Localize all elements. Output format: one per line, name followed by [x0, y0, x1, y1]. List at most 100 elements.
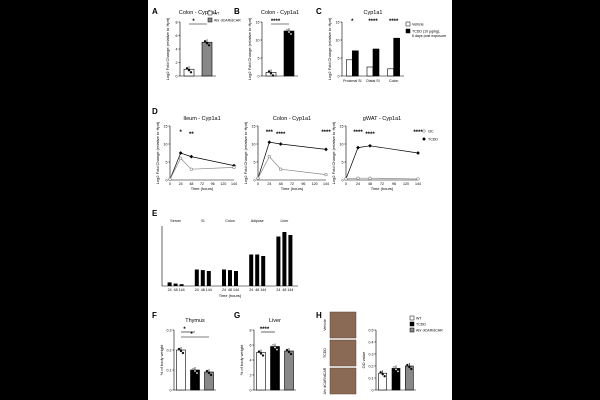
- chart-h-point: [396, 370, 400, 373]
- chart-d3-legend-marker: [422, 137, 426, 141]
- chart-g-point: [275, 348, 279, 351]
- chart-b-title: Colon - Cyp1a1: [261, 10, 299, 16]
- chart-f-ylabel: % of body weight: [159, 344, 164, 375]
- chart-c-bar: [366, 66, 374, 77]
- chart-c-x-label: Distal SI: [366, 79, 379, 83]
- chart-c-legend-label: Vehicle: [412, 23, 424, 27]
- chart-h-ylabel: OD value: [361, 351, 366, 368]
- chart-e-x-tick-label: 48: [255, 288, 259, 292]
- chart-h-y-tick-label: 0: [372, 388, 374, 392]
- chart-d1-x-tick-label: 0: [169, 182, 171, 186]
- figure-page: A B C D E F G H 0 2 4 6 8 Colon - Cyp1a1 Log2 Fold Cha…: [148, 0, 452, 400]
- chart-h-y-tick-label: 0.5: [369, 328, 374, 332]
- chart-d2-point: [279, 167, 283, 171]
- chart-f-point: [191, 367, 195, 371]
- chart-d1-point: [189, 167, 193, 171]
- chart-c-x-label: Colon: [389, 79, 398, 83]
- chart-e-x-tick-label: 24: [222, 288, 226, 292]
- chart-d3-x-tick-label: 48: [368, 182, 372, 186]
- chart-d1-x-tick-label: 72: [200, 182, 204, 186]
- chart-d1-point: [189, 154, 194, 159]
- chart-d3-point: [368, 143, 372, 148]
- chart-e-x-tick-label: 144: [206, 288, 212, 292]
- chart-d2-sig-label: ****: [276, 132, 286, 138]
- chart-b-sig-label: ****: [271, 19, 281, 25]
- chart-a-point: [187, 69, 191, 72]
- chart-h-y-tick-label: 0.3: [369, 352, 374, 356]
- chart-b-point: [271, 74, 275, 77]
- chart-d3-sig-label: ****: [365, 132, 375, 138]
- chart-h-image-label: Ahr dCAR/dCAR: [323, 367, 327, 394]
- chart-c-bar: [346, 59, 353, 77]
- chart-d1-series-line: [169, 157, 235, 180]
- chart-d2-series-line: [257, 155, 327, 179]
- chart-a-y-tick-label: 4: [176, 47, 178, 51]
- chart-e-bar: [228, 270, 232, 286]
- chart-d1-series-line: [169, 152, 235, 180]
- chart-a-point: [203, 40, 207, 43]
- chart-d2-series-line: [257, 141, 327, 179]
- chart-d1-title: Ileum - Cyp1a1: [183, 116, 220, 122]
- chart-e-x-tick-label: 48: [174, 288, 178, 292]
- chart-d3-x-tick-label: 96: [392, 182, 396, 186]
- chart-e-bar: [179, 284, 184, 286]
- chart-b-point: [287, 30, 291, 34]
- chart-d1-point: [232, 165, 236, 169]
- chart-b-ylabel: Log2 Fold Change (relative to Hprt): [247, 17, 252, 80]
- chart-a-point: [189, 71, 193, 74]
- chart-e-bar: [222, 269, 226, 286]
- chart-b-point: [267, 70, 271, 73]
- chart-c-bar: [393, 37, 400, 77]
- chart-h-y-tick-label: 0.1: [369, 376, 374, 380]
- chart-d2-xlabel: Time (hours): [281, 186, 304, 191]
- chart-f-sig-label: *: [183, 327, 186, 333]
- chart-g-y-tick-label: 2: [250, 373, 252, 377]
- chart-h-legend-label: Ahr dCAR/dCAR: [416, 329, 443, 333]
- chart-d1-ylabel: Log2 Fold Change (relative to Hprt): [155, 121, 160, 184]
- chart-e-x-tick-label: 24: [249, 288, 253, 292]
- chart-e-bar: [288, 235, 293, 286]
- chart-g-bar: [270, 346, 280, 391]
- chart-f-bar: [204, 371, 214, 391]
- chart-d3-point: [368, 176, 372, 180]
- chart-f-point: [207, 371, 211, 375]
- chart-d1-y-tick-label: 0: [166, 178, 168, 182]
- chart-d3-x-tick-label: 72: [380, 182, 384, 186]
- chart-a-legend-swatch: [207, 10, 213, 16]
- chart-d3-series-line: [345, 177, 419, 180]
- chart-d2-x-tick-label: 120: [312, 182, 318, 186]
- chart-b-point: [269, 72, 273, 75]
- chart-g-y-tick-label: 6: [250, 343, 252, 347]
- chart-e-group-label: Serum: [170, 219, 181, 223]
- chart-g-y-tick-label: 4: [250, 358, 252, 362]
- chart-d3-point: [344, 177, 348, 181]
- chart-g-point: [259, 352, 263, 355]
- panel-label-c: C: [316, 7, 322, 16]
- chart-d2-y-tick-label: 15: [252, 124, 256, 128]
- chart-h-image-label: TCDD: [323, 348, 327, 358]
- chart-d3-series-line: [345, 145, 419, 180]
- chart-f-y-tick-label: 0: [170, 388, 172, 392]
- chart-d3-y-tick-label: 5: [342, 160, 344, 164]
- chart-c-legend-label: TCDD (10 μg/kg),: [412, 30, 440, 34]
- chart-e-bar: [194, 269, 199, 286]
- chart-e-group-label: Adipose: [251, 219, 264, 223]
- chart-f-point: [209, 373, 213, 377]
- chart-e-bar: [167, 282, 172, 286]
- chart-d2-sig-label: ****: [321, 130, 331, 136]
- panel-label-g: G: [234, 311, 240, 320]
- chart-d2-point: [267, 140, 272, 145]
- chart-c-bar: [352, 50, 359, 77]
- chart-e-bar: [234, 271, 238, 286]
- chart-d2-y-tick-label: 10: [252, 142, 256, 146]
- chart-f-y-tick-label: 0.2: [167, 348, 172, 352]
- chart-c-title: Cyp1a1: [364, 10, 383, 16]
- chart-h-image-label: Vehicle: [323, 319, 327, 331]
- chart-h-point: [408, 365, 411, 369]
- chart-e-x-tick-label: 144: [233, 288, 239, 292]
- chart-d3-point: [416, 177, 420, 181]
- chart-f-point: [193, 369, 197, 373]
- chart-g-point: [271, 344, 275, 347]
- chart-c-legend-note: 6 days post exposure: [412, 34, 446, 38]
- chart-a-title: Colon - Cyp1a1: [179, 10, 217, 16]
